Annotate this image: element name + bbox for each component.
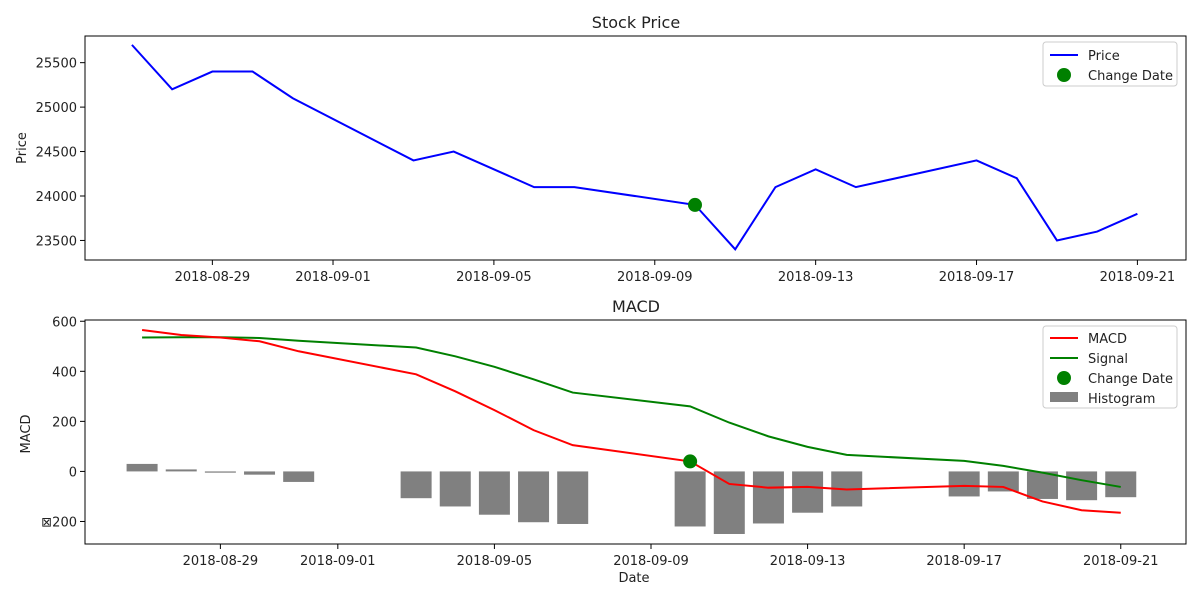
histogram-bar — [244, 471, 276, 475]
price-x-tick-label: 2018-09-21 — [1100, 270, 1176, 285]
macd-legend-histogram-swatch — [1050, 392, 1078, 402]
histogram-bar — [752, 471, 784, 524]
macd-x-tick-label: 2018-08-29 — [183, 554, 259, 569]
macd-x-tick-label: 2018-09-13 — [770, 554, 846, 569]
histogram-bar — [126, 463, 158, 472]
price-y-tick-label: 23500 — [36, 234, 77, 249]
price-legend-label-change: Change Date — [1088, 69, 1173, 84]
price-x-tick-label: 2018-09-13 — [778, 270, 854, 285]
macd-legend-label-histogram: Histogram — [1088, 392, 1155, 407]
price-legend-box — [1042, 41, 1178, 87]
histogram-bar — [1026, 471, 1058, 499]
histogram-bar — [948, 471, 980, 497]
macd-y-tick-label: 600 — [52, 315, 77, 330]
price-plot-frame — [84, 35, 1187, 261]
macd-legend-label-signal: Signal — [1088, 352, 1128, 367]
price-x-tick-label: 2018-09-05 — [456, 270, 532, 285]
histogram-bar — [165, 469, 197, 472]
price-y-tick-label: 25500 — [36, 57, 77, 72]
macd-legend-label-change: Change Date — [1088, 372, 1173, 387]
price-legend: Price Change Date — [1042, 41, 1178, 87]
price-x-tick-label: 2018-09-09 — [617, 270, 693, 285]
change-date-marker — [683, 454, 698, 469]
price-panel: Stock Price 2018-08-29 2018-09-01 2018-09-… — [15, 13, 1187, 285]
macd-y-tick-label: ⊠200 — [41, 515, 77, 530]
macd-y-tick-label: 200 — [52, 415, 77, 430]
macd-x-tick-label: 2018-09-17 — [926, 554, 1002, 569]
macd-plot-frame — [84, 319, 1187, 545]
change-date-marker — [687, 197, 702, 212]
price-y-axis-label: Price — [15, 132, 30, 164]
price-line — [131, 44, 1138, 251]
histogram-bar — [518, 471, 550, 523]
histogram-bar — [713, 471, 745, 534]
histogram-bar — [987, 471, 1019, 492]
price-legend-marker-swatch — [1057, 68, 1071, 82]
histogram-bar — [674, 471, 706, 527]
macd-x-axis-label: Date — [618, 571, 649, 586]
histogram-bar — [478, 471, 510, 515]
macd-y-tick-label: 0 — [69, 465, 77, 480]
price-y-tick-label: 25000 — [36, 101, 77, 116]
macd-panel: MACD 2018-08-29 2018-09-01 2018-09-05 2018-… — [19, 297, 1187, 586]
histogram-bar — [283, 471, 315, 482]
macd-legend-box — [1042, 325, 1178, 409]
price-chart-title: Stock Price — [592, 13, 680, 32]
macd-y-tick-label: 400 — [52, 365, 77, 380]
price-x-tick-label: 2018-09-17 — [939, 270, 1015, 285]
histogram-bar — [1066, 471, 1098, 501]
price-y-tick-label: 24000 — [36, 190, 77, 205]
histogram-bar — [792, 471, 824, 513]
price-legend-label-price: Price — [1088, 49, 1120, 64]
macd-x-tick-label: 2018-09-21 — [1083, 554, 1159, 569]
histogram-bar — [204, 471, 236, 473]
macd-legend-marker-swatch — [1057, 371, 1071, 385]
histogram-bar — [439, 471, 471, 507]
macd-x-tick-label: 2018-09-09 — [613, 554, 689, 569]
macd-x-tick-label: 2018-09-01 — [300, 554, 376, 569]
histogram-bar — [400, 471, 432, 499]
macd-line — [141, 329, 1121, 514]
price-y-tick-label: 24500 — [36, 146, 77, 161]
macd-legend-label-macd: MACD — [1088, 332, 1127, 347]
histogram-bar — [557, 471, 589, 524]
signal-line — [142, 336, 1121, 488]
price-x-tick-label: 2018-08-29 — [175, 270, 251, 285]
macd-chart-title: MACD — [612, 297, 660, 316]
price-x-tick-label: 2018-09-01 — [295, 270, 371, 285]
macd-x-tick-label: 2018-09-05 — [457, 554, 533, 569]
macd-y-axis-label: MACD — [19, 415, 34, 454]
macd-legend: MACD Signal Change Date Histogram — [1042, 325, 1178, 409]
